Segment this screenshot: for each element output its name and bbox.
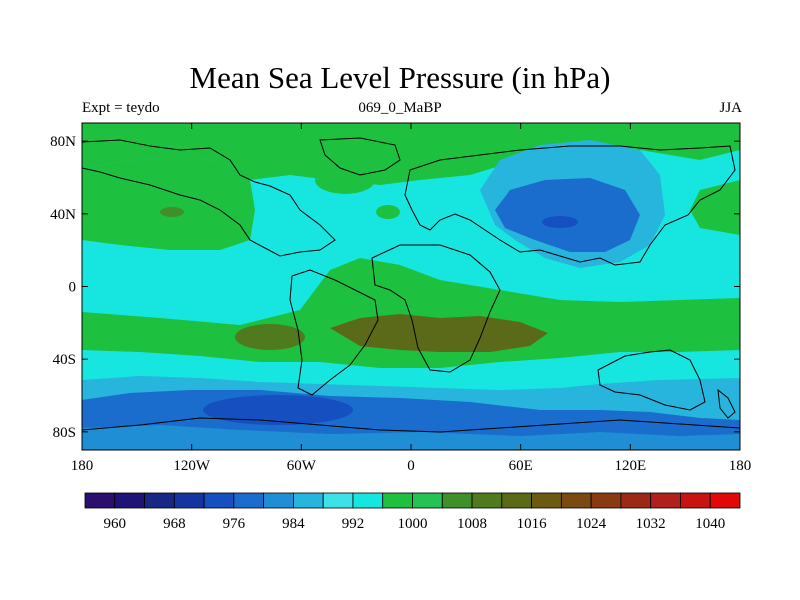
lat-tick-label: 80S: [53, 425, 76, 441]
colorbar-swatch: [233, 492, 265, 509]
colorbar-swatch: [412, 492, 443, 509]
colorbar-swatch: [173, 492, 205, 509]
region-asian-low-center: [542, 216, 578, 228]
colorbar-swatch: [531, 492, 562, 509]
colorbar-swatch: [203, 492, 235, 509]
lon-tick-label: 120E: [614, 458, 646, 474]
colorbar-swatch: [560, 492, 592, 509]
colorbar-swatch: [680, 492, 711, 509]
region-southern-ocean-low-core: [203, 395, 353, 425]
colorbar-label: 1024: [576, 516, 607, 532]
lon-tick-label: 180: [71, 458, 94, 474]
region-north-pacific-high-core: [160, 207, 184, 217]
colorbar-swatch: [144, 492, 175, 509]
lat-tick-label: 40S: [53, 352, 76, 368]
region-north-atlantic-high: [315, 166, 375, 194]
coastline-australia: [597, 349, 706, 411]
colorbar-swatch: [382, 492, 413, 509]
colorbar-swatch: [293, 492, 324, 509]
region-north-pacific-high: [690, 180, 740, 235]
experiment-label: Expt = teydo: [82, 100, 160, 116]
lon-tick-label: 180: [729, 458, 752, 474]
pressure-field: [82, 123, 740, 450]
colorbar-label: 960: [104, 516, 127, 532]
colorbar-swatch: [471, 492, 503, 509]
lat-tick-label: 40N: [50, 207, 76, 223]
colorbar-label: 1032: [636, 516, 666, 532]
coastline-antarctica: [82, 417, 740, 433]
colorbar-swatch: [441, 492, 473, 509]
colorbar-label: 976: [223, 516, 246, 532]
colorbar-swatch: [650, 492, 681, 509]
colorbar-label: 1008: [457, 516, 487, 532]
region-nh-polar-high: [82, 123, 740, 185]
coastline-south-america: [289, 269, 379, 396]
lon-tick-label: 60W: [287, 458, 317, 474]
colorbar-label: 984: [282, 516, 305, 532]
colorbar-label: 1040: [695, 516, 725, 532]
lat-tick-label: 0: [69, 280, 77, 296]
colorbar-label: 1016: [517, 516, 548, 532]
colorbar-swatch: [709, 492, 741, 509]
coastline-eurasia: [404, 145, 736, 266]
colorbar: 960 968 976 984 992 1000 1008 1016 1024 1032 1040: [84, 492, 741, 532]
lat-tick-label: 80N: [50, 134, 76, 150]
season-label: JJA: [719, 100, 742, 116]
colorbar-label: 1000: [398, 516, 428, 532]
colorbar-swatch: [263, 492, 294, 509]
region-north-pacific-high: [82, 158, 255, 250]
lon-tick-label: 0: [407, 458, 415, 474]
axes: 180 120W 60W 0 60E 120E 180 80N 40N 0 40S 80S: [50, 123, 751, 474]
region-asian-low-core: [495, 178, 640, 252]
coastlines: [82, 137, 740, 433]
colorbar-swatch: [322, 492, 354, 509]
lon-tick-label: 60E: [509, 458, 533, 474]
region-north-atlantic-high: [376, 205, 400, 219]
region-antarctic-margin: [82, 425, 740, 450]
colorbar-swatch: [352, 492, 384, 509]
coastline-north-america: [82, 139, 336, 257]
colorbar-swatch: [620, 492, 652, 509]
region-south-atlantic-high: [330, 314, 548, 352]
coastline-africa: [371, 244, 501, 373]
coastline-new-zealand: [717, 388, 736, 419]
colorbar-label: 992: [342, 516, 365, 532]
colorbar-label: 968: [163, 516, 186, 532]
lon-tick-label: 120W: [173, 458, 211, 474]
chart-title: Mean Sea Level Pressure (in hPa): [189, 60, 611, 95]
coastline-greenland: [319, 137, 401, 176]
time-label: 069_0_MaBP: [358, 100, 442, 116]
region-south-pacific-high: [235, 324, 305, 350]
colorbar-swatch: [114, 492, 145, 509]
colorbar-swatch: [501, 492, 532, 509]
colorbar-swatch: [84, 492, 116, 509]
colorbar-swatch: [590, 492, 622, 509]
